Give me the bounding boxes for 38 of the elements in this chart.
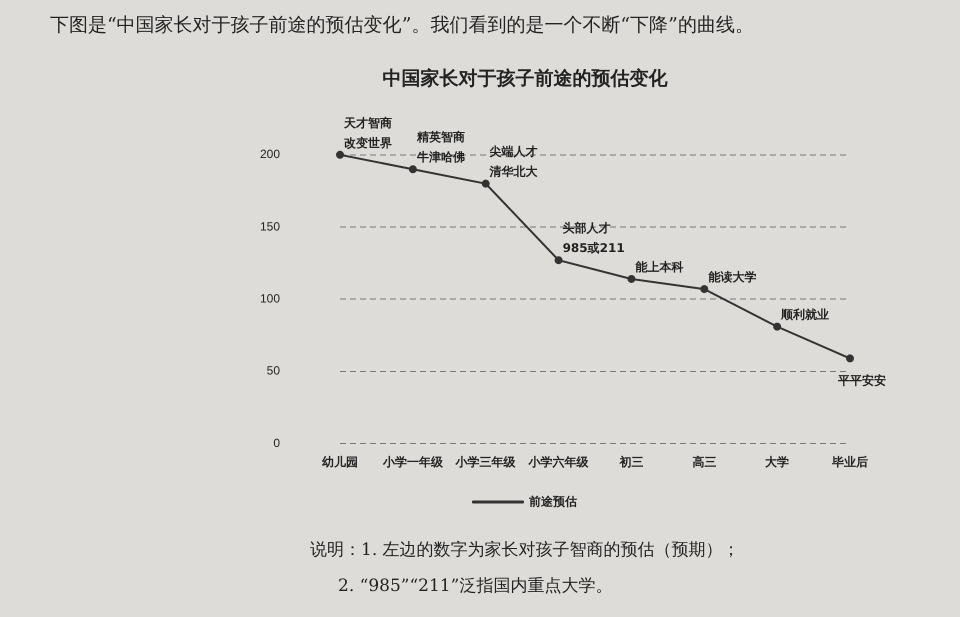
annotation: 牛津哈佛 bbox=[416, 150, 465, 164]
annotation: 改变世界 bbox=[344, 136, 392, 150]
point bbox=[482, 180, 490, 188]
annotation: 能上本科 bbox=[635, 260, 684, 274]
x-tick-label: 大学 bbox=[765, 455, 790, 470]
y-tick-label: 0 bbox=[273, 436, 280, 450]
chart-title: 中国家长对于孩子前途的预估变化 bbox=[382, 67, 668, 90]
legend-label: 前途预估 bbox=[528, 494, 577, 508]
point bbox=[773, 322, 782, 331]
point bbox=[408, 165, 417, 174]
annotation: 精英智商 bbox=[416, 130, 465, 144]
annotation: 平平安安 bbox=[837, 373, 886, 388]
point bbox=[846, 354, 854, 362]
annotation: 尖端人才 bbox=[488, 144, 538, 159]
x-tick-label: 小学一年级 bbox=[382, 455, 444, 470]
x-tick-label: 毕业后 bbox=[831, 455, 868, 470]
text: 下图是“中国家长对于孩子前途的预估变化”。我们看到的是一个不断“下降”的曲线。 bbox=[50, 13, 754, 38]
x-tick-label: 幼儿园 bbox=[322, 455, 358, 470]
y-tick-label: 100 bbox=[260, 292, 280, 306]
text: 2. “985”“211”泛指国内重点大学。 bbox=[337, 575, 614, 598]
x-tick-label: 高三 bbox=[692, 455, 716, 470]
annotation: 清华北大 bbox=[488, 164, 539, 179]
y-tick-label: 200 bbox=[260, 147, 280, 162]
annotation: 顺利就业 bbox=[780, 308, 830, 322]
point bbox=[627, 274, 636, 283]
x-tick-label: 小学三年级 bbox=[454, 455, 517, 470]
point bbox=[700, 285, 708, 294]
point bbox=[554, 256, 563, 264]
text: 说明：1. 左边的数字为家长对孩子智商的预估（预期）； bbox=[310, 539, 740, 562]
point bbox=[336, 150, 344, 159]
x-tick-label: 初三 bbox=[618, 455, 644, 470]
annotation: 能读大学 bbox=[708, 270, 756, 284]
y-tick-label: 150 bbox=[260, 219, 280, 234]
annotation: 985或211 bbox=[562, 241, 625, 256]
annotation: 天才智商 bbox=[343, 116, 392, 130]
x-tick-label: 小学六年级 bbox=[528, 455, 590, 470]
annotation: 头部人才 bbox=[562, 221, 611, 236]
y-tick-label: 50 bbox=[266, 364, 280, 378]
